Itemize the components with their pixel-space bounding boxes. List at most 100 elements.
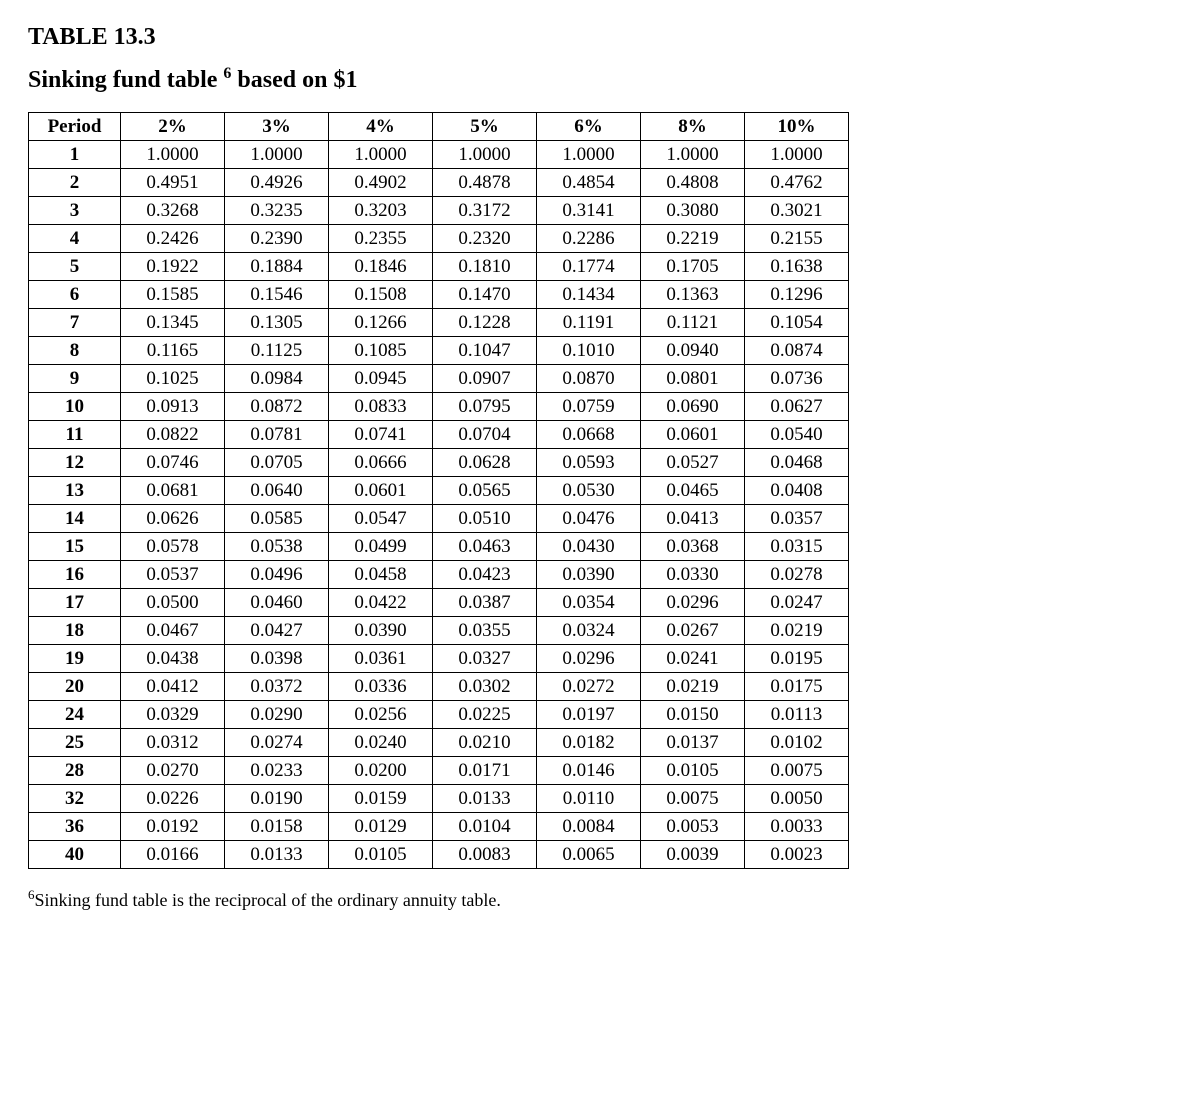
- value-cell: 0.3203: [329, 197, 433, 225]
- value-cell: 0.0296: [641, 589, 745, 617]
- value-cell: 0.0278: [745, 561, 849, 589]
- period-cell: 25: [29, 729, 121, 757]
- table-row: 11.00001.00001.00001.00001.00001.00001.0…: [29, 141, 849, 169]
- value-cell: 0.0795: [433, 393, 537, 421]
- subtitle-before-sup: Sinking fund table: [28, 67, 223, 93]
- value-cell: 0.1363: [641, 281, 745, 309]
- table-row: 50.19220.18840.18460.18100.17740.17050.1…: [29, 253, 849, 281]
- value-cell: 0.4878: [433, 169, 537, 197]
- value-cell: 0.2320: [433, 225, 537, 253]
- value-cell: 0.0171: [433, 757, 537, 785]
- value-cell: 0.2286: [537, 225, 641, 253]
- value-cell: 0.0105: [329, 841, 433, 869]
- value-cell: 0.1810: [433, 253, 537, 281]
- value-cell: 0.0225: [433, 701, 537, 729]
- table-row: 70.13450.13050.12660.12280.11910.11210.1…: [29, 309, 849, 337]
- value-cell: 0.4808: [641, 169, 745, 197]
- period-cell: 6: [29, 281, 121, 309]
- value-cell: 0.0233: [225, 757, 329, 785]
- value-cell: 0.0329: [121, 701, 225, 729]
- value-cell: 0.1121: [641, 309, 745, 337]
- value-cell: 0.1047: [433, 337, 537, 365]
- value-cell: 0.0801: [641, 365, 745, 393]
- value-cell: 0.1470: [433, 281, 537, 309]
- value-cell: 0.0601: [641, 421, 745, 449]
- value-cell: 0.0267: [641, 617, 745, 645]
- value-cell: 1.0000: [433, 141, 537, 169]
- table-body: 11.00001.00001.00001.00001.00001.00001.0…: [29, 141, 849, 869]
- value-cell: 0.1010: [537, 337, 641, 365]
- table-row: 170.05000.04600.04220.03870.03540.02960.…: [29, 589, 849, 617]
- value-cell: 0.0496: [225, 561, 329, 589]
- table-row: 250.03120.02740.02400.02100.01820.01370.…: [29, 729, 849, 757]
- value-cell: 0.0540: [745, 421, 849, 449]
- value-cell: 0.0538: [225, 533, 329, 561]
- value-cell: 0.1266: [329, 309, 433, 337]
- value-cell: 0.0354: [537, 589, 641, 617]
- value-cell: 1.0000: [225, 141, 329, 169]
- value-cell: 0.0412: [121, 673, 225, 701]
- value-cell: 0.0113: [745, 701, 849, 729]
- value-cell: 0.0468: [745, 449, 849, 477]
- value-cell: 0.0510: [433, 505, 537, 533]
- value-cell: 0.0822: [121, 421, 225, 449]
- value-cell: 0.0197: [537, 701, 641, 729]
- value-cell: 0.0200: [329, 757, 433, 785]
- value-cell: 0.0940: [641, 337, 745, 365]
- value-cell: 0.0578: [121, 533, 225, 561]
- table-row: 60.15850.15460.15080.14700.14340.13630.1…: [29, 281, 849, 309]
- value-cell: 0.0408: [745, 477, 849, 505]
- col-header-8pct: 8%: [641, 113, 745, 141]
- value-cell: 0.0390: [537, 561, 641, 589]
- value-cell: 0.0913: [121, 393, 225, 421]
- table-row: 320.02260.01900.01590.01330.01100.00750.…: [29, 785, 849, 813]
- value-cell: 0.0296: [537, 645, 641, 673]
- value-cell: 0.1774: [537, 253, 641, 281]
- value-cell: 0.0736: [745, 365, 849, 393]
- value-cell: 0.0270: [121, 757, 225, 785]
- period-cell: 28: [29, 757, 121, 785]
- table-header-row: Period 2% 3% 4% 5% 6% 8% 10%: [29, 113, 849, 141]
- col-header-4pct: 4%: [329, 113, 433, 141]
- value-cell: 1.0000: [329, 141, 433, 169]
- value-cell: 0.0704: [433, 421, 537, 449]
- value-cell: 0.0476: [537, 505, 641, 533]
- value-cell: 0.0302: [433, 673, 537, 701]
- value-cell: 0.1305: [225, 309, 329, 337]
- value-cell: 0.0312: [121, 729, 225, 757]
- period-cell: 7: [29, 309, 121, 337]
- value-cell: 0.0290: [225, 701, 329, 729]
- table-row: 140.06260.05850.05470.05100.04760.04130.…: [29, 505, 849, 533]
- value-cell: 0.0330: [641, 561, 745, 589]
- footnote: 6Sinking fund table is the reciprocal of…: [28, 887, 1172, 911]
- value-cell: 0.4854: [537, 169, 641, 197]
- value-cell: 0.0681: [121, 477, 225, 505]
- col-header-10pct: 10%: [745, 113, 849, 141]
- value-cell: 0.0357: [745, 505, 849, 533]
- value-cell: 0.0465: [641, 477, 745, 505]
- table-row: 80.11650.11250.10850.10470.10100.09400.0…: [29, 337, 849, 365]
- value-cell: 0.2355: [329, 225, 433, 253]
- value-cell: 0.3268: [121, 197, 225, 225]
- value-cell: 0.0150: [641, 701, 745, 729]
- value-cell: 0.0050: [745, 785, 849, 813]
- value-cell: 1.0000: [121, 141, 225, 169]
- table-row: 90.10250.09840.09450.09070.08700.08010.0…: [29, 365, 849, 393]
- period-cell: 18: [29, 617, 121, 645]
- value-cell: 0.0423: [433, 561, 537, 589]
- value-cell: 0.0585: [225, 505, 329, 533]
- value-cell: 0.0175: [745, 673, 849, 701]
- value-cell: 0.0272: [537, 673, 641, 701]
- value-cell: 0.4762: [745, 169, 849, 197]
- value-cell: 0.1585: [121, 281, 225, 309]
- value-cell: 0.0355: [433, 617, 537, 645]
- value-cell: 0.0390: [329, 617, 433, 645]
- value-cell: 0.1846: [329, 253, 433, 281]
- value-cell: 0.0274: [225, 729, 329, 757]
- table-row: 40.24260.23900.23550.23200.22860.22190.2…: [29, 225, 849, 253]
- value-cell: 0.0741: [329, 421, 433, 449]
- value-cell: 0.1884: [225, 253, 329, 281]
- value-cell: 0.0182: [537, 729, 641, 757]
- value-cell: 0.1165: [121, 337, 225, 365]
- period-cell: 19: [29, 645, 121, 673]
